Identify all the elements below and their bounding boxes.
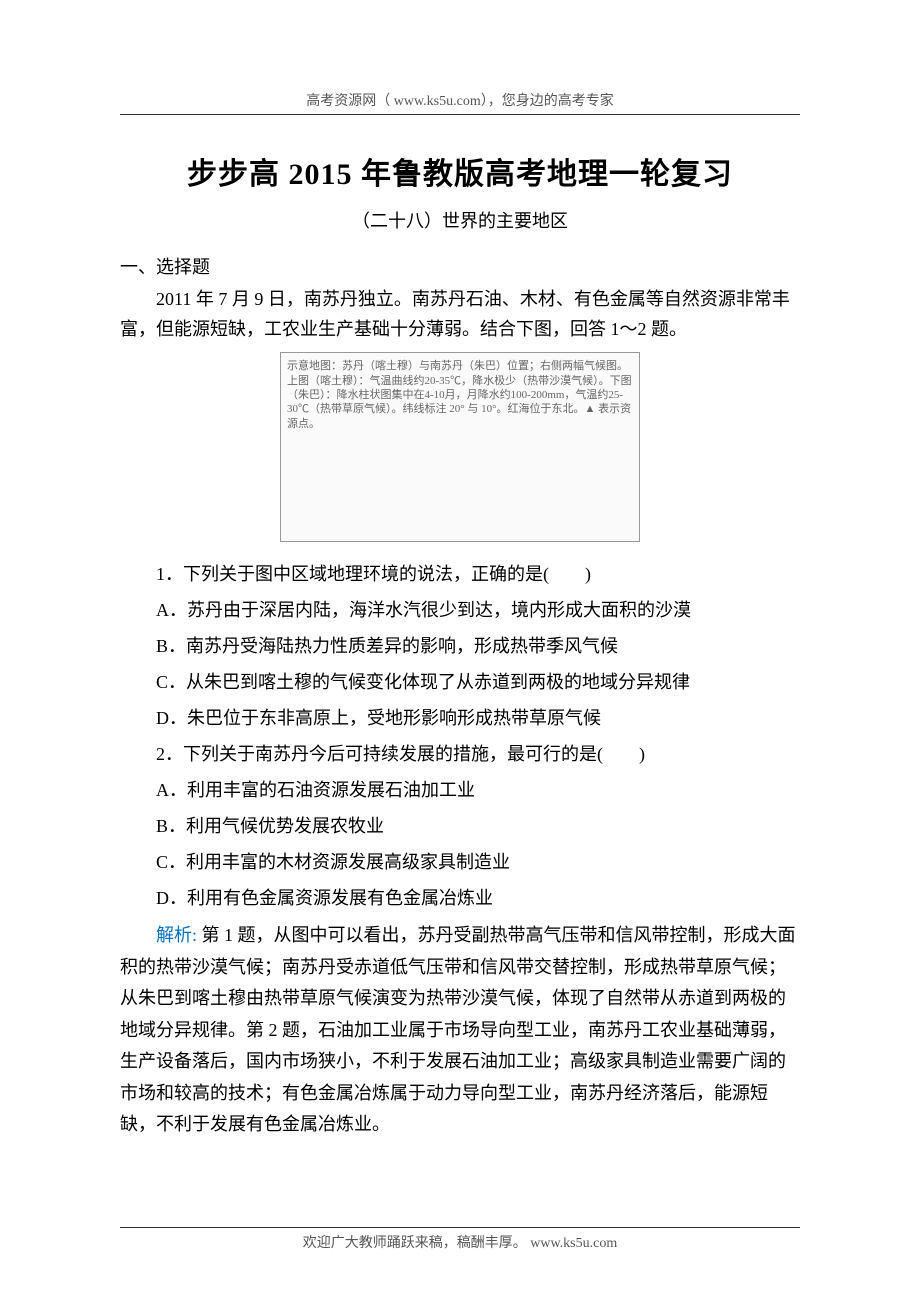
question-2-option-d: D．利用有色金属资源发展有色金属冶炼业 [120, 880, 800, 916]
question-1-option-d: D．朱巴位于东非高原上，受地形影响形成热带草原气候 [120, 700, 800, 736]
question-1-option-c: C．从朱巴到喀土穆的气候变化体现了从赤道到两极的地域分异规律 [120, 664, 800, 700]
page-header: 高考资源网（ www.ks5u.com），您身边的高考专家 [120, 90, 800, 115]
question-1-stem: 1．下列关于图中区域地理环境的说法，正确的是( ) [120, 556, 800, 592]
footer-text: 欢迎广大教师踊跃来稿，稿酬丰厚。 www.ks5u.com [303, 1236, 617, 1251]
main-title: 步步高 2015 年鲁教版高考地理一轮复习 [120, 149, 800, 193]
question-1-option-b: B．南苏丹受海陆热力性质差异的影响，形成热带季风气候 [120, 628, 800, 664]
header-text: 高考资源网（ www.ks5u.com），您身边的高考专家 [306, 94, 613, 109]
question-2-option-c: C．利用丰富的木材资源发展高级家具制造业 [120, 844, 800, 880]
question-2-option-a: A．利用丰富的石油资源发展石油加工业 [120, 772, 800, 808]
analysis-body: 第 1 题，从图中可以看出，苏丹受副热带高气压带和信风带控制，形成大面积的热带沙… [120, 925, 796, 1134]
map-climate-figure: 示意地图：苏丹（喀土穆）与南苏丹（朱巴）位置；右侧两幅气候图。上图（喀土穆）：气… [280, 352, 640, 542]
sub-title: （二十八）世界的主要地区 [120, 207, 800, 233]
question-2-stem: 2．下列关于南苏丹今后可持续发展的措施，最可行的是( ) [120, 736, 800, 772]
figure-container: 示意地图：苏丹（喀土穆）与南苏丹（朱巴）位置；右侧两幅气候图。上图（喀土穆）：气… [120, 352, 800, 542]
page-container: 高考资源网（ www.ks5u.com），您身边的高考专家 步步高 2015 年… [0, 0, 920, 1302]
section-heading: 一、选择题 [120, 253, 800, 279]
question-1-option-a: A．苏丹由于深居内陆，海洋水汽很少到达，境内形成大面积的沙漠 [120, 592, 800, 628]
page-footer: 欢迎广大教师踊跃来稿，稿酬丰厚。 www.ks5u.com [120, 1227, 800, 1252]
question-2-option-b: B．利用气候优势发展农牧业 [120, 808, 800, 844]
analysis-label: 解析: [156, 925, 197, 945]
analysis-paragraph: 解析: 第 1 题，从图中可以看出，苏丹受副热带高气压带和信风带控制，形成大面积… [120, 920, 800, 1141]
intro-paragraph: 2011 年 7 月 9 日，南苏丹独立。南苏丹石油、木材、有色金属等自然资源非… [120, 285, 800, 344]
